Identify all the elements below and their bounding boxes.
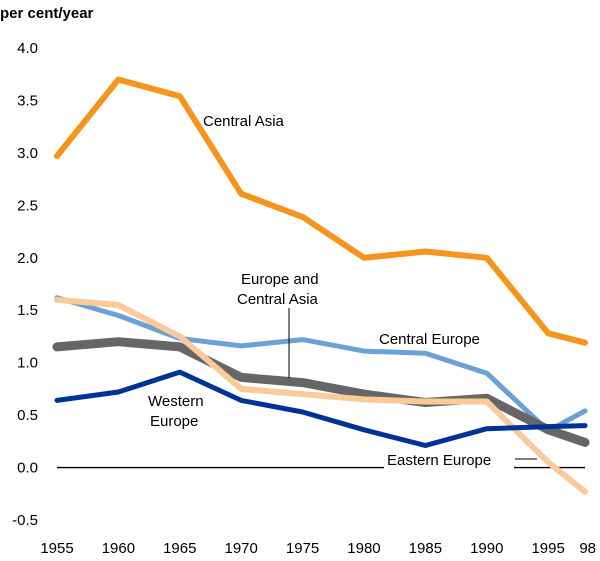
x-tick-label: 1980 xyxy=(347,540,380,557)
x-tick-label: 1995 xyxy=(531,540,564,557)
series-line-western-europe xyxy=(54,369,588,448)
eastern-europe-label-bg xyxy=(384,448,514,472)
series-line-central-asia xyxy=(54,76,588,346)
series-line-central-europe xyxy=(54,295,588,434)
y-tick-label: 1.0 xyxy=(17,355,38,372)
label-europe-central-asia-line1: Europe and xyxy=(241,271,319,288)
y-tick-label: 2.5 xyxy=(17,197,38,214)
label-western-europe-line2: Europe xyxy=(150,413,198,430)
y-tick-label: 3.5 xyxy=(17,92,38,109)
series-lines xyxy=(52,76,590,495)
series-annotations: Central Asia Central Europe Europe and C… xyxy=(148,113,537,472)
y-tick-label: 0.0 xyxy=(17,460,38,477)
x-tick-label: 1970 xyxy=(224,540,257,557)
series-line-europe-and-central-asia xyxy=(52,337,590,447)
y-tick-label: 4.0 xyxy=(17,40,38,57)
series-line-eastern-europe xyxy=(54,296,588,495)
x-tick-label: 1975 xyxy=(286,540,319,557)
x-tick-label: 98 xyxy=(579,540,596,557)
y-tick-label: -0.5 xyxy=(12,512,38,529)
label-western-europe-line1: Western xyxy=(148,393,204,410)
y-tick-label: 3.0 xyxy=(17,145,38,162)
x-tick-label: 1985 xyxy=(409,540,442,557)
label-europe-central-asia-line2: Central Asia xyxy=(237,291,319,308)
y-tick-label: 2.0 xyxy=(17,250,38,267)
label-eastern-europe: Eastern Europe xyxy=(387,452,491,469)
x-tick-label: 1990 xyxy=(470,540,503,557)
y-axis-unit-label: per cent/year xyxy=(0,5,94,22)
x-tick-label: 1960 xyxy=(102,540,135,557)
label-central-europe: Central Europe xyxy=(379,331,480,348)
y-tick-label: 1.5 xyxy=(17,302,38,319)
x-tick-labels: 1955 1960 1965 1970 1975 1980 1985 1990 1995 98 xyxy=(40,540,596,557)
y-tick-label: 0.5 xyxy=(17,407,38,424)
x-tick-label: 1965 xyxy=(163,540,196,557)
label-central-asia: Central Asia xyxy=(203,113,285,130)
x-tick-label: 1955 xyxy=(40,540,73,557)
y-tick-labels: -0.5 0.0 0.5 1.0 1.5 2.0 2.5 3.0 3.5 4.0 xyxy=(12,40,38,529)
